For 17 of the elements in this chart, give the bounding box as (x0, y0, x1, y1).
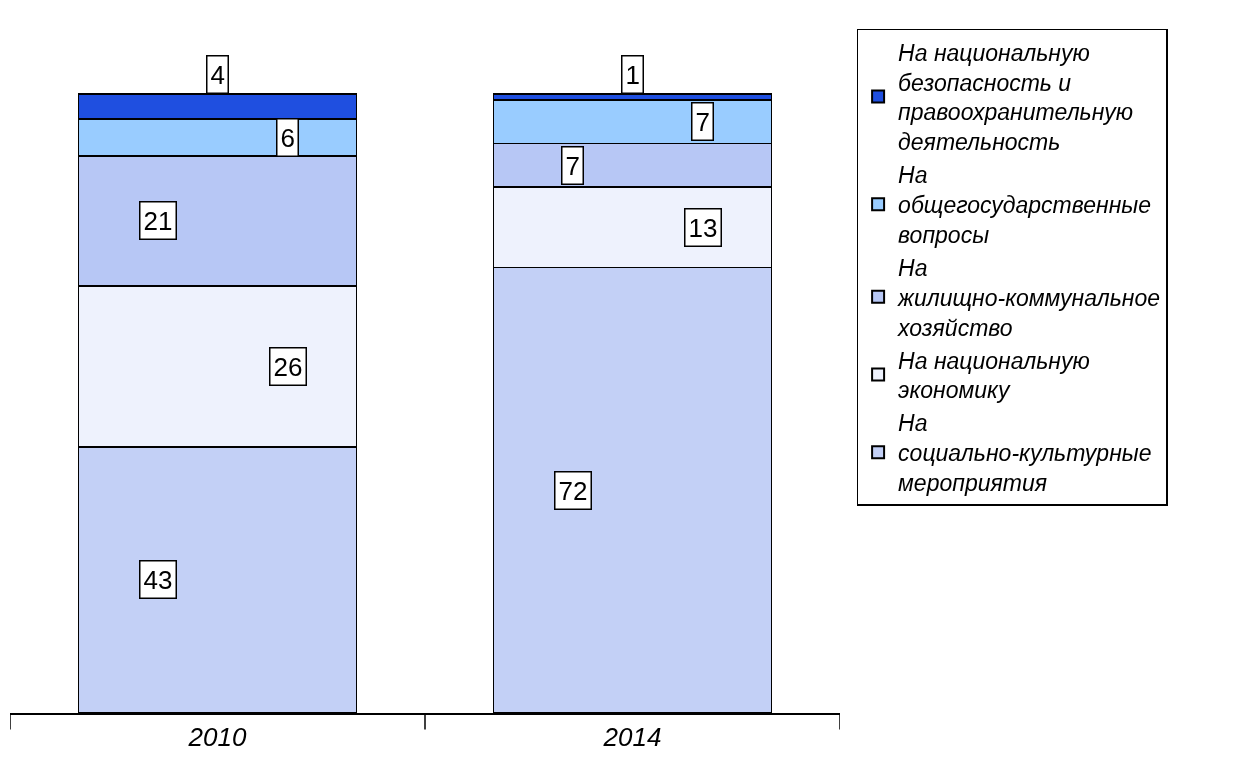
legend-label: На общегосударственные вопросы (898, 162, 1152, 248)
x-tick-label: 2010 (187, 721, 247, 752)
data-label: 26 (273, 351, 303, 382)
legend-label: На жилищно-коммунальное хозяйство (897, 254, 1161, 341)
data-label: 7 (695, 106, 710, 137)
legend-label: На социально-культурные мероприятия (898, 410, 1152, 497)
data-label: 21 (143, 205, 173, 236)
data-label: 7 (565, 150, 580, 181)
data-label: 43 (143, 564, 173, 595)
data-label: 72 (558, 475, 588, 506)
data-label: 6 (280, 122, 295, 153)
legend-label: На национальную экономику (898, 347, 1090, 404)
data-label: 1 (625, 59, 640, 90)
data-label: 4 (210, 59, 225, 90)
data-label: 13 (688, 212, 718, 243)
legend-label: На национальную безопасность и правоохранительную деятельность (898, 39, 1134, 156)
x-tick-label: 2014 (602, 721, 662, 752)
